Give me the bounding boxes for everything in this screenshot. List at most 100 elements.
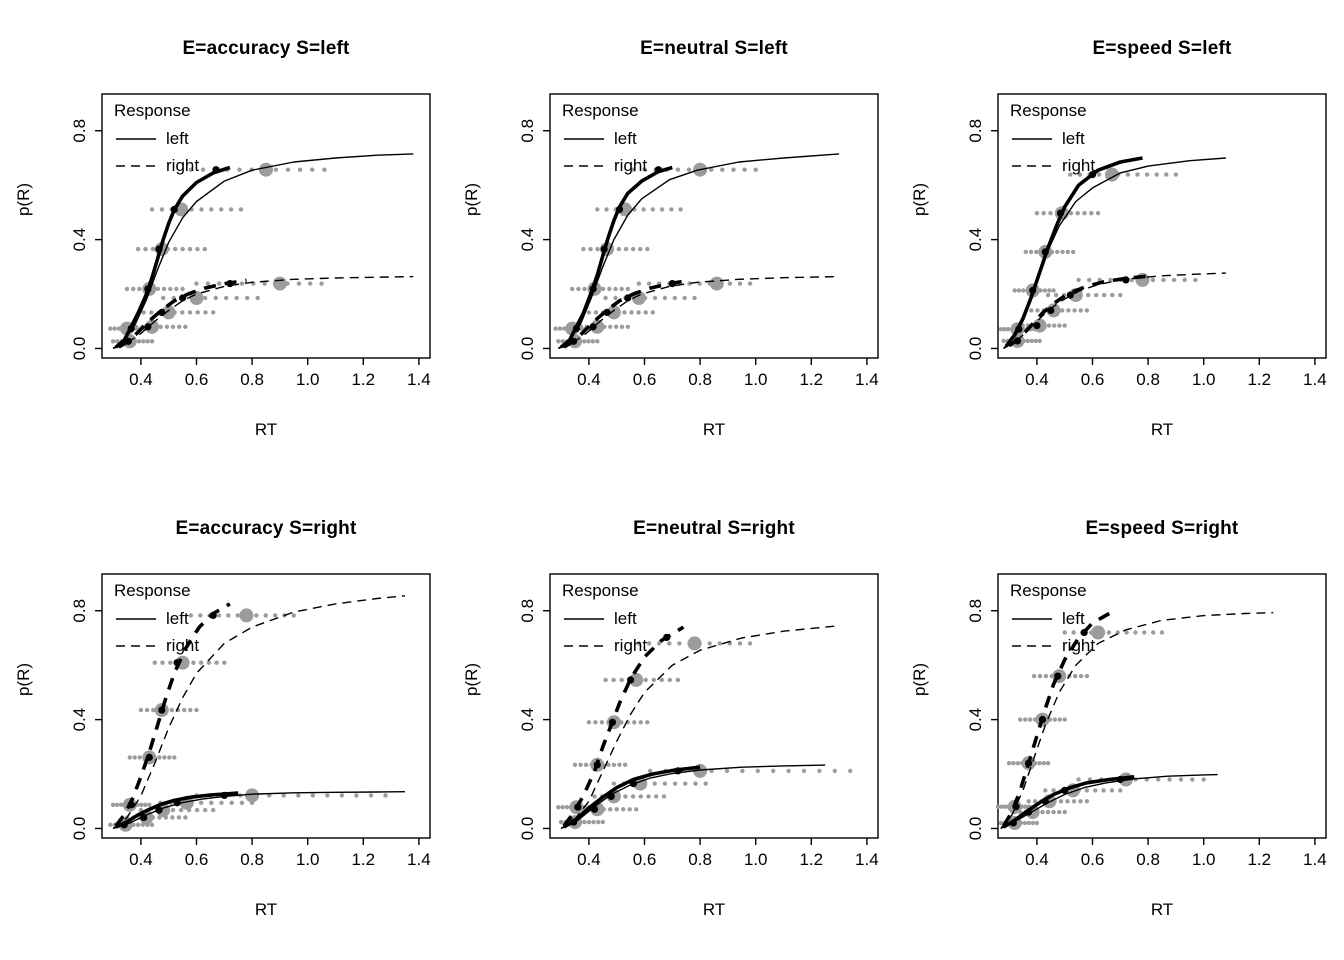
svg-text:0.0: 0.0 <box>70 337 89 361</box>
y-axis-label: p(R) <box>910 662 929 696</box>
svg-text:0.6: 0.6 <box>633 850 657 869</box>
axis-gutter <box>0 84 40 414</box>
svg-text:0.8: 0.8 <box>1136 850 1160 869</box>
svg-text:1.0: 1.0 <box>744 850 768 869</box>
svg-text:1.2: 1.2 <box>799 850 823 869</box>
svg-text:0.4: 0.4 <box>1025 850 1049 869</box>
svg-text:0.8: 0.8 <box>1136 370 1160 389</box>
svg-text:Response: Response <box>1010 581 1087 600</box>
svg-text:Response: Response <box>562 101 639 120</box>
svg-text:right: right <box>166 636 199 655</box>
panel-speed-right: E=speed S=right p(R) 0.4 0.6 0.8 1.0 1.2 1.4 0… <box>896 480 1344 960</box>
svg-text:0.6: 0.6 <box>1081 370 1105 389</box>
y-axis-label: p(R) <box>462 662 481 696</box>
axis-gutter <box>448 564 488 894</box>
plot-area-speed-left: 0.4 0.6 0.8 1.0 1.2 1.4 0.0 0.4 0.8 Response left r… <box>966 93 1327 389</box>
plot-area-speed-right: 0.4 0.6 0.8 1.0 1.2 1.4 0.0 0.4 0.8 Response left r… <box>966 573 1327 869</box>
x-axis-label: RT <box>702 900 726 919</box>
svg-text:0.8: 0.8 <box>966 119 985 143</box>
svg-text:0.4: 0.4 <box>577 850 601 869</box>
panel-neutral-left: E=neutral S=left p(R) 0.4 0.6 0.8 1.0 1.2 1.4… <box>448 0 896 480</box>
svg-text:0.6: 0.6 <box>1081 850 1105 869</box>
y-axis-label: p(R) <box>14 662 33 696</box>
x-axis-label: RT <box>254 900 278 919</box>
axis-gutter <box>896 564 936 894</box>
axis-gutter <box>448 84 488 414</box>
svg-text:0.4: 0.4 <box>577 370 601 389</box>
svg-text:1.2: 1.2 <box>1247 370 1271 389</box>
svg-text:0.0: 0.0 <box>70 817 89 841</box>
svg-text:1.4: 1.4 <box>407 370 431 389</box>
y-axis-label: p(R) <box>14 182 33 216</box>
svg-text:1.0: 1.0 <box>1192 370 1216 389</box>
svg-text:right: right <box>1062 636 1095 655</box>
svg-text:left: left <box>166 609 189 628</box>
svg-text:0.0: 0.0 <box>966 337 985 361</box>
svg-text:1.0: 1.0 <box>1192 850 1216 869</box>
svg-text:left: left <box>614 129 637 148</box>
x-axis-label: RT <box>254 420 278 439</box>
svg-text:1.4: 1.4 <box>407 850 431 869</box>
svg-text:left: left <box>1062 609 1085 628</box>
svg-text:right: right <box>166 156 199 175</box>
svg-text:0.8: 0.8 <box>240 370 264 389</box>
svg-text:right: right <box>1062 156 1095 175</box>
svg-text:0.6: 0.6 <box>633 370 657 389</box>
axis-gutter <box>896 84 936 414</box>
svg-text:0.4: 0.4 <box>518 708 537 732</box>
svg-text:0.4: 0.4 <box>70 708 89 732</box>
svg-text:right: right <box>614 156 647 175</box>
svg-text:1.2: 1.2 <box>351 370 375 389</box>
svg-text:0.4: 0.4 <box>70 228 89 252</box>
svg-text:0.4: 0.4 <box>1025 370 1049 389</box>
svg-text:0.8: 0.8 <box>518 119 537 143</box>
svg-text:0.6: 0.6 <box>185 370 209 389</box>
panel-title: E=neutral S=left <box>640 38 788 59</box>
x-axis-label: RT <box>1150 420 1174 439</box>
svg-text:0.4: 0.4 <box>966 228 985 252</box>
svg-text:0.8: 0.8 <box>966 599 985 623</box>
svg-text:1.2: 1.2 <box>1247 850 1271 869</box>
svg-text:left: left <box>166 129 189 148</box>
svg-text:Response: Response <box>114 581 191 600</box>
y-axis-label: p(R) <box>462 182 481 216</box>
svg-text:0.8: 0.8 <box>240 850 264 869</box>
panel-title: E=accuracy S=left <box>182 38 350 59</box>
plot-area-accuracy-right: 0.4 0.6 0.8 1.0 1.2 1.4 0.0 0.4 0.8 Response left r… <box>70 573 431 869</box>
svg-text:0.4: 0.4 <box>966 708 985 732</box>
panel-title: E=neutral S=right <box>633 518 795 539</box>
svg-text:left: left <box>1062 129 1085 148</box>
svg-text:0.4: 0.4 <box>129 850 153 869</box>
plot-area-neutral-right: 0.4 0.6 0.8 1.0 1.2 1.4 0.0 0.4 0.8 Response left r… <box>518 573 879 869</box>
svg-text:0.4: 0.4 <box>129 370 153 389</box>
svg-text:1.0: 1.0 <box>744 370 768 389</box>
svg-text:1.4: 1.4 <box>855 850 879 869</box>
x-axis-label: RT <box>702 420 726 439</box>
y-axis-label: p(R) <box>910 182 929 216</box>
svg-text:0.0: 0.0 <box>518 817 537 841</box>
panel-neutral-right: E=neutral S=right p(R) 0.4 0.6 0.8 1.0 1.2 1.… <box>448 480 896 960</box>
svg-text:0.8: 0.8 <box>688 850 712 869</box>
svg-text:1.2: 1.2 <box>351 850 375 869</box>
svg-text:0.8: 0.8 <box>518 599 537 623</box>
svg-text:1.0: 1.0 <box>296 850 320 869</box>
svg-text:Response: Response <box>1010 101 1087 120</box>
svg-text:0.4: 0.4 <box>518 228 537 252</box>
axis-gutter <box>0 564 40 894</box>
panel-speed-left: E=speed S=left p(R) 0.4 0.6 0.8 1.0 1.2 1.4 0.… <box>896 0 1344 480</box>
svg-text:0.8: 0.8 <box>688 370 712 389</box>
panel-accuracy-right: E=accuracy S=right p(R) 0.4 0.6 0.8 1.0 1.2 1… <box>0 480 448 960</box>
svg-text:0.0: 0.0 <box>966 817 985 841</box>
svg-text:0.6: 0.6 <box>185 850 209 869</box>
svg-text:Response: Response <box>562 581 639 600</box>
plot-area-neutral-left: 0.4 0.6 0.8 1.0 1.2 1.4 0.0 0.4 0.8 Response left r… <box>518 93 879 389</box>
panel-accuracy-left: E=accuracy S=left p(R) 0.4 0.6 0.8 1.0 1.2 1.… <box>0 0 448 480</box>
panel-title: E=accuracy S=right <box>175 518 357 539</box>
plot-area-accuracy-left: 0.4 0.6 0.8 1.0 1.2 1.4 0.0 0.4 0.8 Response left r… <box>70 93 431 389</box>
x-axis-label: RT <box>1150 900 1174 919</box>
svg-text:1.2: 1.2 <box>799 370 823 389</box>
svg-text:1.4: 1.4 <box>1303 850 1327 869</box>
panel-title: E=speed S=right <box>1085 518 1239 539</box>
svg-text:right: right <box>614 636 647 655</box>
